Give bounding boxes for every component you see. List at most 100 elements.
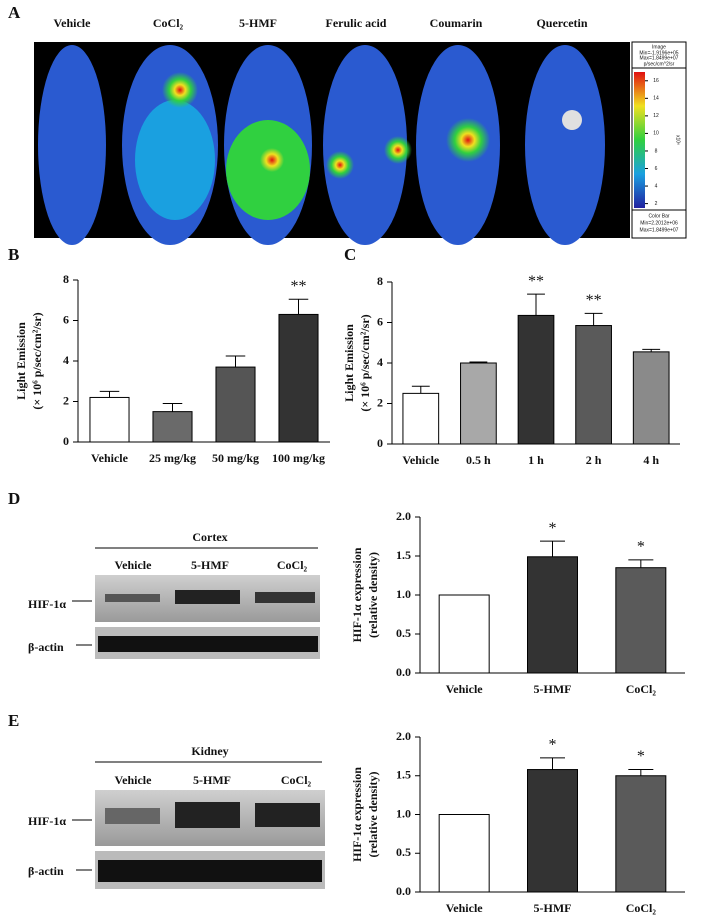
tissue-label: Cortex <box>192 530 227 544</box>
y-tick-label: 1.0 <box>396 587 411 601</box>
y-tick-label: 4 <box>377 355 383 369</box>
x-tick-label: CoCl₂ <box>626 901 657 915</box>
x-tick-label: CoCl₂ <box>626 682 657 696</box>
x-tick-label: 2 h <box>586 453 602 467</box>
significance: ** <box>586 292 602 309</box>
colorbar-tick-label: 6 <box>655 166 658 172</box>
group-label: CoCl₂ <box>153 16 184 30</box>
row-label: HIF-1α <box>28 597 66 611</box>
mice <box>38 45 605 245</box>
bar <box>438 594 490 674</box>
colorbar-tick-label: 10 <box>653 131 659 137</box>
colorbar-tick-label: 14 <box>653 96 659 102</box>
y-tick-label: 4 <box>63 353 69 367</box>
y-tick-label: 0 <box>63 434 69 448</box>
significance: * <box>637 539 645 556</box>
y-tick-label: 6 <box>377 314 383 328</box>
bar <box>517 314 555 445</box>
band <box>105 594 160 602</box>
panel-letter: A <box>8 3 21 22</box>
x-tick-label: 5-HMF <box>534 682 572 696</box>
bar <box>615 567 667 674</box>
bar <box>152 411 193 443</box>
y-tick-label: 0 <box>377 436 383 450</box>
panel-letter: B <box>8 245 19 264</box>
colorbar-tick-label: 16 <box>653 78 659 84</box>
tissue-label: Kidney <box>191 744 228 758</box>
info-text: Max=1.8499e+07 <box>640 227 679 233</box>
y-axis-label: (relative density) <box>366 771 380 857</box>
panel-letter: E <box>8 711 19 730</box>
colorbar-tick-label: 8 <box>655 148 658 154</box>
info-box <box>631 41 687 69</box>
blot-kidney: Kidney Vehicle 5-HMF CoCl₂ HIF-1α β-acti… <box>28 744 325 889</box>
lane-label: 5-HMF <box>193 773 231 787</box>
y-tick-label: 2.0 <box>396 729 411 743</box>
significance: ** <box>528 273 544 290</box>
band <box>255 592 315 603</box>
bar <box>615 775 667 893</box>
y-axis-label: (× 10⁶ p/sec/cm²/sr) <box>30 312 44 409</box>
bar <box>278 313 319 443</box>
group-label: Vehicle <box>54 16 92 30</box>
info-box <box>631 209 687 239</box>
y-tick-label: 2 <box>377 395 383 409</box>
row-label: β-actin <box>28 864 64 878</box>
info-text: Min=-1.9196e+05 <box>639 50 678 56</box>
band <box>98 636 318 652</box>
x-tick-label: 1 h <box>528 453 544 467</box>
bar <box>632 351 670 445</box>
info-text: Image <box>652 44 666 50</box>
bar <box>527 769 578 893</box>
y-tick-label: 8 <box>63 272 69 286</box>
x-tick-label: Vehicle <box>402 453 440 467</box>
lane-label: Vehicle <box>115 773 153 787</box>
bar <box>89 396 130 443</box>
colorbar <box>634 72 645 208</box>
x-tick-label: 50 mg/kg <box>212 451 259 465</box>
y-axis-label: (× 10⁶ p/sec/cm²/sr) <box>358 314 372 411</box>
significance: * <box>549 737 557 754</box>
y-tick-label: 0.0 <box>396 665 411 679</box>
info-text: p/sec/cm^2/sr <box>644 61 675 67</box>
band <box>175 802 240 828</box>
y-axis-label: (relative density) <box>366 552 380 638</box>
y-axis-label: HIF-1α expression <box>350 547 364 642</box>
significance: ** <box>291 278 307 295</box>
y-tick-label: 0.5 <box>396 845 411 859</box>
x-tick-label: 25 mg/kg <box>149 451 196 465</box>
band <box>175 590 240 604</box>
significance: * <box>637 748 645 765</box>
x-tick-label: Vehicle <box>446 682 484 696</box>
y-tick-label: 0.0 <box>396 884 411 898</box>
y-tick-label: 1.5 <box>396 768 411 782</box>
bar <box>575 325 612 445</box>
y-tick-label: 1.5 <box>396 548 411 562</box>
lane-label: CoCl₂ <box>277 558 308 572</box>
x-tick-label: 0.5 h <box>466 453 491 467</box>
x-tick-label: 100 mg/kg <box>272 451 325 465</box>
y-tick-label: 0.5 <box>396 626 411 640</box>
x-tick-label: 5-HMF <box>534 901 572 915</box>
bar <box>402 392 440 445</box>
significance: * <box>549 520 557 537</box>
y-tick-label: 8 <box>377 274 383 288</box>
colorbar-unit: x10⁶ <box>675 135 681 145</box>
y-tick-label: 6 <box>63 312 69 326</box>
panel-letter: D <box>8 489 20 508</box>
bar <box>438 814 490 893</box>
lane-label: 5-HMF <box>191 558 229 572</box>
panel-letter: C <box>344 245 356 264</box>
colorbar-tick-label: 2 <box>655 201 658 207</box>
info-text: Max=1.8499e+07 <box>640 55 679 61</box>
y-axis-label: HIF-1α expression <box>350 767 364 862</box>
y-tick-label: 2 <box>63 393 69 407</box>
y-tick-label: 1.0 <box>396 806 411 820</box>
lane-label: Vehicle <box>115 558 153 572</box>
x-tick-label: Vehicle <box>446 901 484 915</box>
colorbar-tick-label: 4 <box>655 183 658 189</box>
group-label: 5-HMF <box>239 16 277 30</box>
y-tick-label: 2.0 <box>396 509 411 523</box>
x-tick-label: Vehicle <box>91 451 129 465</box>
